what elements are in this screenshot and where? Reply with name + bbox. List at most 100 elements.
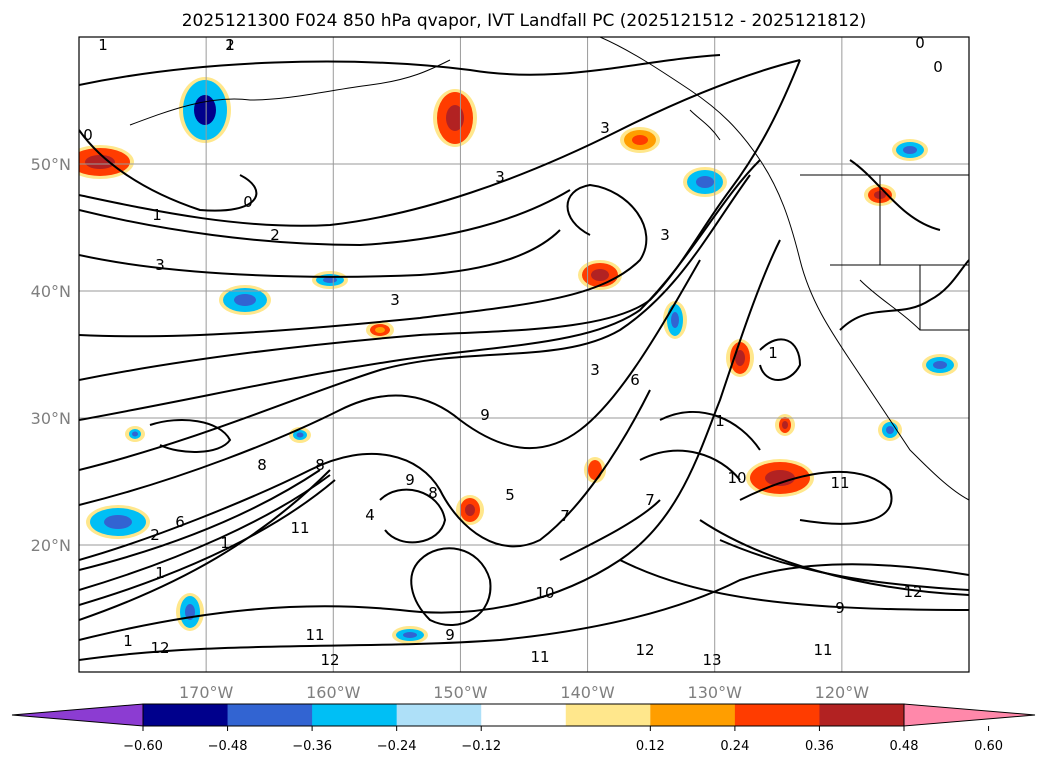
qvapor-blob-core bbox=[375, 327, 385, 333]
ivt-contour-line bbox=[149, 419, 232, 453]
contour-label: 12 bbox=[635, 641, 654, 659]
map-background bbox=[79, 37, 969, 672]
ivt-contour-line bbox=[79, 469, 321, 571]
lon-tick-label: 170°W bbox=[179, 683, 234, 702]
ivt-contour-line bbox=[379, 488, 447, 544]
qvapor-blob-core bbox=[735, 350, 745, 366]
colorbar-tick-label: 0.60 bbox=[974, 739, 1003, 754]
lon-tick-label: 160°W bbox=[306, 683, 361, 702]
ivt-contour-line bbox=[79, 563, 969, 661]
contour-label: 1 bbox=[768, 344, 778, 362]
qvapor-blob-core bbox=[886, 426, 894, 434]
contour-label: 1 bbox=[98, 36, 108, 54]
ivt-contour-line bbox=[659, 411, 761, 451]
ivt-contour-line bbox=[849, 159, 941, 231]
colorbar-segment bbox=[396, 704, 482, 726]
ivt-contour-line bbox=[79, 129, 258, 212]
ivt-contour-line bbox=[79, 59, 801, 381]
lat-tick-label: 20°N bbox=[31, 536, 71, 555]
contour-label: 11 bbox=[530, 648, 549, 666]
colorbar-tick-label: 0.48 bbox=[890, 739, 919, 754]
colorbar-segment bbox=[227, 704, 313, 726]
ivt-contour-line bbox=[410, 547, 492, 626]
contour-label: 11 bbox=[290, 519, 309, 537]
contour-label: 11 bbox=[305, 626, 324, 644]
ivt-contour-line bbox=[719, 539, 969, 591]
colorbar-tick-label: −0.60 bbox=[123, 739, 163, 754]
colorbar-tick-label: −0.24 bbox=[377, 739, 417, 754]
latitude-labels: 50°N 40°N 30°N 20°N bbox=[31, 155, 71, 555]
contour-label: 8 bbox=[428, 484, 438, 502]
contour-label: 12 bbox=[903, 583, 922, 601]
contour-label: 9 bbox=[405, 471, 415, 489]
colorbar-extend-high bbox=[903, 703, 1036, 727]
contour-label: 11 bbox=[830, 474, 849, 492]
colorbar-tick-label: 0.36 bbox=[805, 739, 834, 754]
ivt-contour-line bbox=[79, 183, 648, 338]
contour-label: 11 bbox=[813, 641, 832, 659]
ivt-contour-line bbox=[79, 239, 781, 641]
map-frame bbox=[78, 36, 970, 673]
colorbar-tick-label: −0.36 bbox=[292, 739, 332, 754]
lat-tick-label: 50°N bbox=[31, 155, 71, 174]
qvapor-blob-core bbox=[696, 176, 714, 188]
contour-label: 12 bbox=[320, 651, 339, 669]
lon-tick-label: 140°W bbox=[560, 683, 615, 702]
ivt-contour-line bbox=[839, 259, 969, 331]
coastlines bbox=[129, 37, 969, 501]
qvapor-blob-core bbox=[323, 277, 337, 283]
colorbar-segment bbox=[734, 704, 820, 726]
colorbar-segment bbox=[565, 704, 651, 726]
coastline bbox=[689, 109, 721, 141]
contour-label: 8 bbox=[257, 456, 267, 474]
contour-label: 0 bbox=[915, 34, 925, 52]
contour-label: 3 bbox=[590, 361, 600, 379]
longitude-labels: 170°W 160°W 150°W 140°W 130°W 120°W bbox=[179, 683, 869, 702]
contour-label: 1 bbox=[152, 206, 162, 224]
qvapor-blob-core bbox=[765, 470, 795, 486]
ivt-contour-line bbox=[79, 229, 561, 278]
qvapor-blob-core bbox=[671, 312, 679, 328]
colorbar-tick-label: −0.12 bbox=[461, 739, 501, 754]
contour-label: 0 bbox=[83, 126, 93, 144]
qvapor-blob-core bbox=[194, 95, 216, 125]
lon-tick-label: 130°W bbox=[688, 683, 743, 702]
coastline bbox=[129, 59, 451, 126]
contour-label: 9 bbox=[480, 406, 490, 424]
contour-label: 1 bbox=[225, 36, 235, 54]
contour-label: 6 bbox=[175, 513, 185, 531]
qvapor-blob-core bbox=[446, 105, 464, 131]
colorbar-segment bbox=[481, 704, 567, 726]
ivt-contour-line bbox=[639, 449, 741, 481]
contour-label: 3 bbox=[390, 291, 400, 309]
ivt-contour-line bbox=[79, 54, 721, 86]
contour-label: 3 bbox=[600, 119, 610, 137]
ivt-contour-line bbox=[79, 159, 761, 421]
colorbar-extend-low bbox=[11, 703, 144, 727]
ivt-contours bbox=[79, 54, 969, 661]
ivt-contour-line bbox=[79, 174, 751, 471]
contour-label: 7 bbox=[645, 491, 655, 509]
contour-label: 6 bbox=[630, 371, 640, 389]
qvapor-blob-core bbox=[234, 294, 256, 306]
colorbar-segment bbox=[312, 704, 398, 726]
qvapor-blob-core bbox=[85, 155, 115, 169]
qvapor-blob-core bbox=[782, 421, 788, 429]
contour-label: 1 bbox=[123, 632, 133, 650]
qvapor-blob-core bbox=[933, 361, 947, 369]
contour-label: 3 bbox=[155, 256, 165, 274]
coastline bbox=[599, 37, 969, 501]
lon-tick-label: 150°W bbox=[433, 683, 488, 702]
contour-label: 2 bbox=[270, 226, 280, 244]
contour-label: 4 bbox=[365, 506, 375, 524]
contour-label: 7 bbox=[560, 507, 570, 525]
qvapor-blob-core bbox=[591, 465, 599, 475]
ivt-contour-line bbox=[79, 479, 336, 606]
qvapor-blob-core bbox=[104, 515, 132, 529]
qvapor-blob-core bbox=[296, 432, 304, 438]
contour-label: 1 bbox=[715, 412, 725, 430]
contour-label: 3 bbox=[660, 226, 670, 244]
